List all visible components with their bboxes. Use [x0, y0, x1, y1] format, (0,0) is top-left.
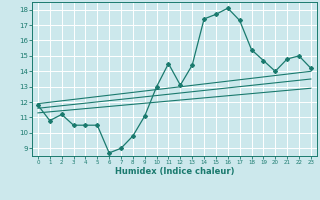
X-axis label: Humidex (Indice chaleur): Humidex (Indice chaleur): [115, 167, 234, 176]
